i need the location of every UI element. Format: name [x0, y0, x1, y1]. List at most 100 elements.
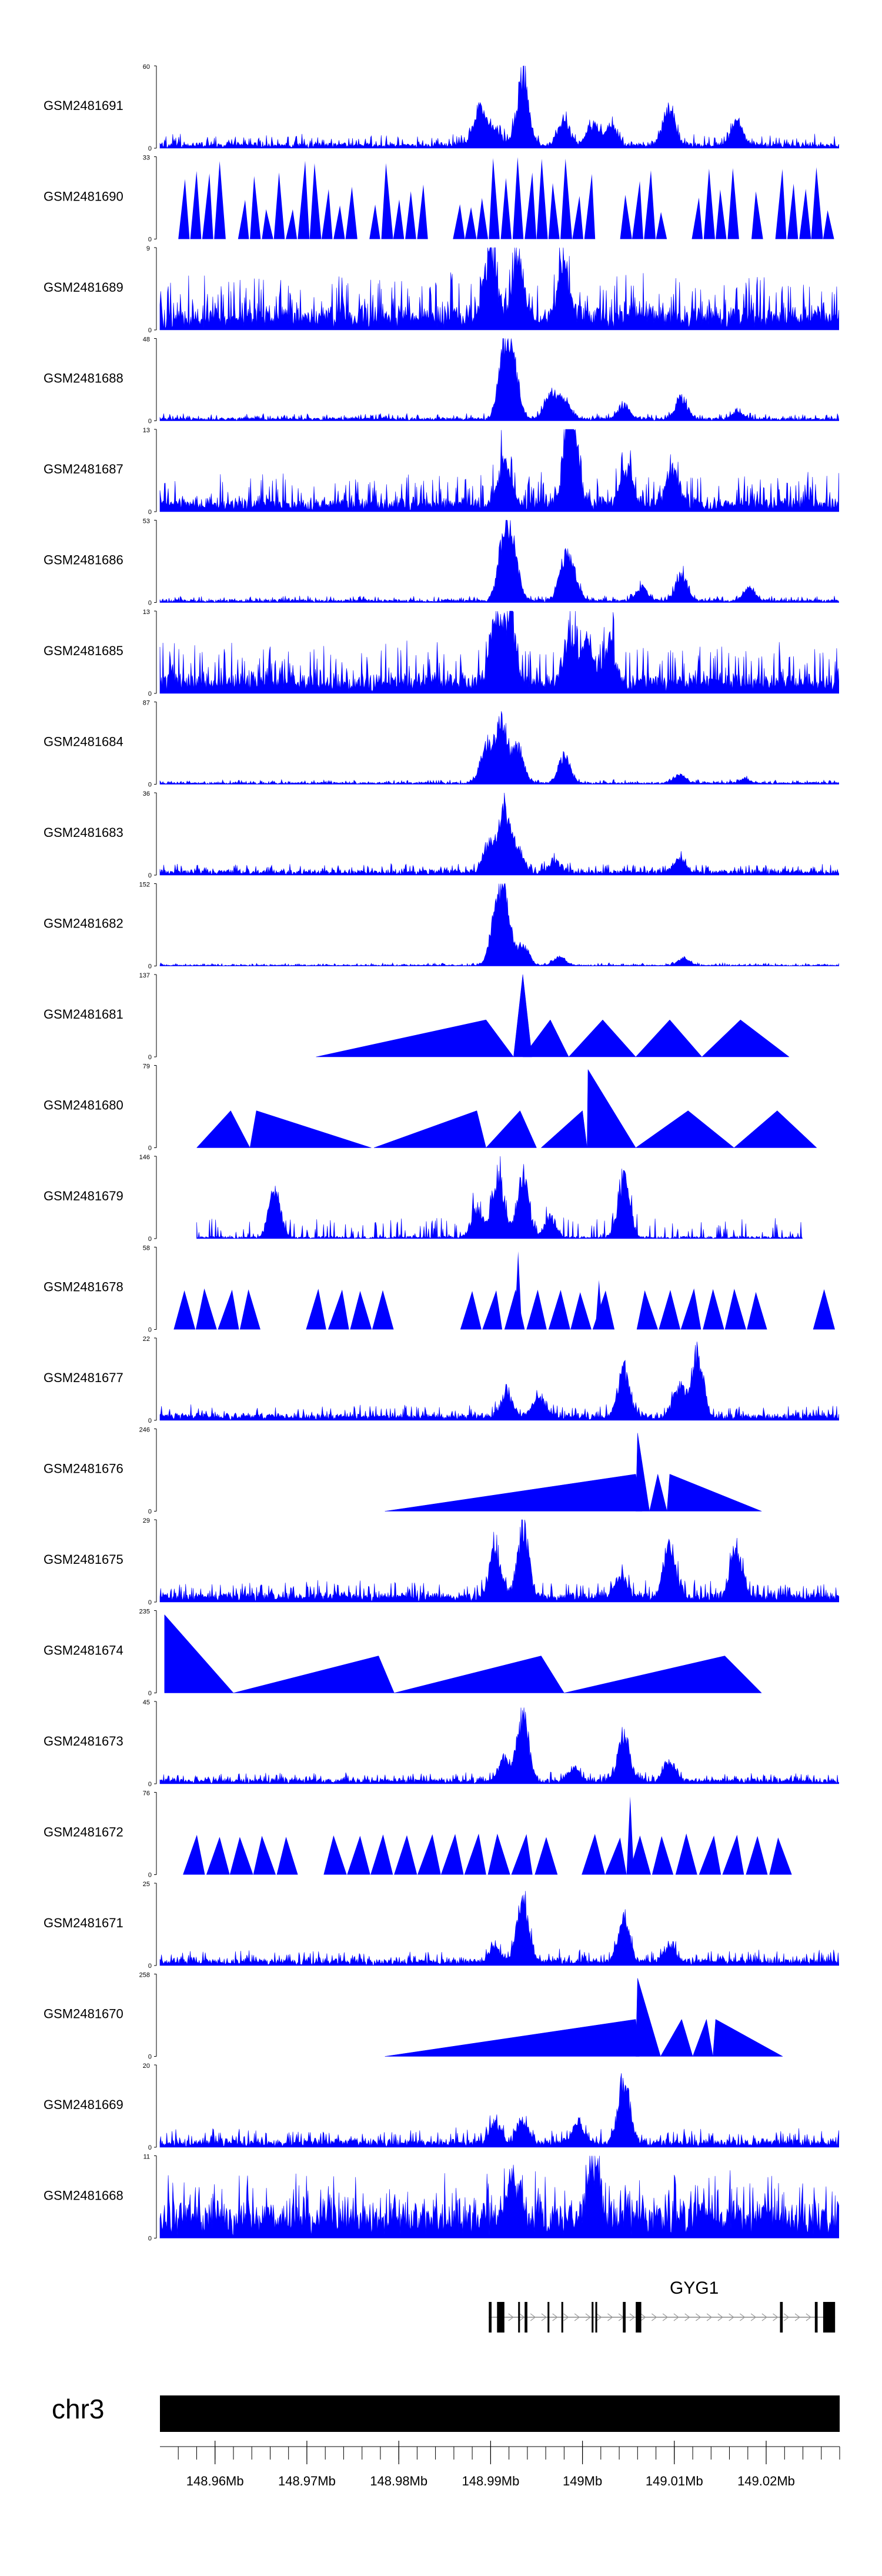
strand-arrow	[640, 2313, 646, 2321]
signal-mark	[369, 204, 380, 239]
signal-mark	[652, 1836, 674, 1875]
signal-mark	[629, 1836, 651, 1875]
axis-tick-label: 148.97Mb	[278, 2474, 336, 2488]
signal-mark	[440, 1834, 464, 1875]
y-max-label: 137	[139, 972, 150, 979]
signal-mark	[460, 1291, 482, 1330]
y-max-label: 36	[143, 790, 150, 798]
signal-mark	[572, 196, 583, 239]
y-min-label: 0	[148, 2054, 152, 2061]
track-label: GSM2481669	[44, 2097, 123, 2112]
track-GSM2481684: GSM2481684 87 0	[44, 700, 839, 789]
signal-mark	[769, 1837, 792, 1875]
y-min-label: 0	[148, 1872, 152, 1879]
track-GSM2481673: GSM2481673 45 0	[44, 1699, 839, 1788]
signal-mark	[513, 974, 532, 1057]
y-min-label: 0	[148, 1599, 152, 1606]
y-min-label: 0	[148, 1781, 152, 1788]
strand-arrow	[652, 2313, 657, 2321]
signal-mark	[512, 157, 524, 239]
signal-mark	[703, 1289, 724, 1330]
signal-area	[159, 247, 839, 331]
track-GSM2481685: GSM2481685 13 0	[44, 609, 839, 698]
strand-arrow	[541, 2313, 547, 2321]
signal-mark	[536, 159, 548, 239]
signal-mark	[253, 1836, 276, 1875]
y-max-label: 235	[139, 1609, 150, 1616]
signal-mark	[582, 1834, 606, 1875]
y-max-label: 87	[143, 700, 150, 707]
signal-mark	[323, 1835, 347, 1875]
axis-tick-label: 148.96Mb	[186, 2474, 244, 2488]
signal-mark	[635, 1433, 650, 1511]
signal-area	[159, 1707, 839, 1784]
y-max-label: 11	[143, 2154, 150, 2161]
signal-mark	[680, 1288, 701, 1330]
gene-exon	[592, 2302, 594, 2333]
y-max-label: 13	[143, 427, 150, 434]
axis-tick-label: 149Mb	[563, 2474, 602, 2488]
gene-exon	[561, 2302, 563, 2333]
y-min-label: 0	[148, 1417, 152, 1424]
y-max-label: 53	[143, 518, 150, 525]
signal-mark	[659, 1290, 681, 1330]
track-label: GSM2481681	[44, 1007, 123, 1022]
signal-mark	[309, 163, 322, 239]
y-min-label: 0	[148, 145, 152, 152]
signal-mark	[548, 1290, 570, 1330]
strand-arrow	[552, 2313, 558, 2321]
track-label: GSM2481688	[44, 371, 123, 386]
strand-arrow	[673, 2313, 679, 2321]
track-label: GSM2481670	[44, 2007, 123, 2021]
signal-mark	[214, 161, 226, 239]
y-min-label: 0	[148, 418, 152, 425]
signal-area	[159, 610, 839, 694]
strand-arrow	[508, 2313, 514, 2321]
track-label: GSM2481676	[44, 1461, 123, 1476]
signal-area	[159, 2073, 839, 2148]
signal-mark	[372, 1290, 394, 1330]
strand-arrow	[761, 2313, 767, 2321]
signal-area	[196, 1156, 803, 1239]
y-max-label: 146	[139, 1154, 150, 1161]
signal-mark	[751, 191, 763, 239]
signal-area	[159, 338, 839, 422]
signal-mark	[699, 1836, 721, 1875]
signal-mark	[733, 1110, 817, 1148]
signal-mark	[233, 1656, 395, 1693]
signal-mark	[350, 1291, 372, 1330]
signal-mark	[178, 179, 190, 239]
strand-arrow	[784, 2313, 790, 2321]
track-label: GSM2481671	[44, 1916, 123, 1930]
signal-mark	[276, 1837, 298, 1875]
signal-mark	[465, 207, 477, 239]
axis-tick-label: 149.02Mb	[737, 2474, 795, 2488]
y-max-label: 9	[146, 245, 150, 252]
y-max-label: 20	[143, 2063, 150, 2070]
signal-mark	[195, 1288, 217, 1330]
gene-exon	[636, 2302, 642, 2333]
signal-mark	[649, 1474, 667, 1511]
signal-mark	[775, 169, 787, 239]
strand-arrow	[729, 2313, 734, 2321]
signal-mark	[660, 2018, 693, 2057]
signal-mark	[385, 2019, 640, 2057]
gene-exon	[524, 2302, 527, 2333]
signal-mark	[799, 189, 811, 239]
y-min-label: 0	[148, 1054, 152, 1061]
track-GSM2481677: GSM2481677 22 0	[44, 1336, 839, 1424]
signal-mark	[675, 1833, 697, 1875]
y-min-label: 0	[148, 1690, 152, 1697]
track-GSM2481688: GSM2481688 48 0	[44, 336, 839, 425]
signal-mark	[453, 204, 465, 239]
signal-area	[159, 1891, 839, 1966]
track-GSM2481678: GSM2481678 58 0	[44, 1245, 835, 1334]
track-GSM2481690: GSM2481690 33 0	[44, 155, 834, 243]
chromosome-bar	[160, 2395, 840, 2432]
signal-mark	[504, 1289, 525, 1330]
signal-mark	[394, 1835, 417, 1875]
gene-exon	[497, 2302, 505, 2333]
y-max-label: 22	[143, 1336, 150, 1343]
signal-mark	[328, 1289, 349, 1330]
signal-spike	[626, 1796, 634, 1875]
